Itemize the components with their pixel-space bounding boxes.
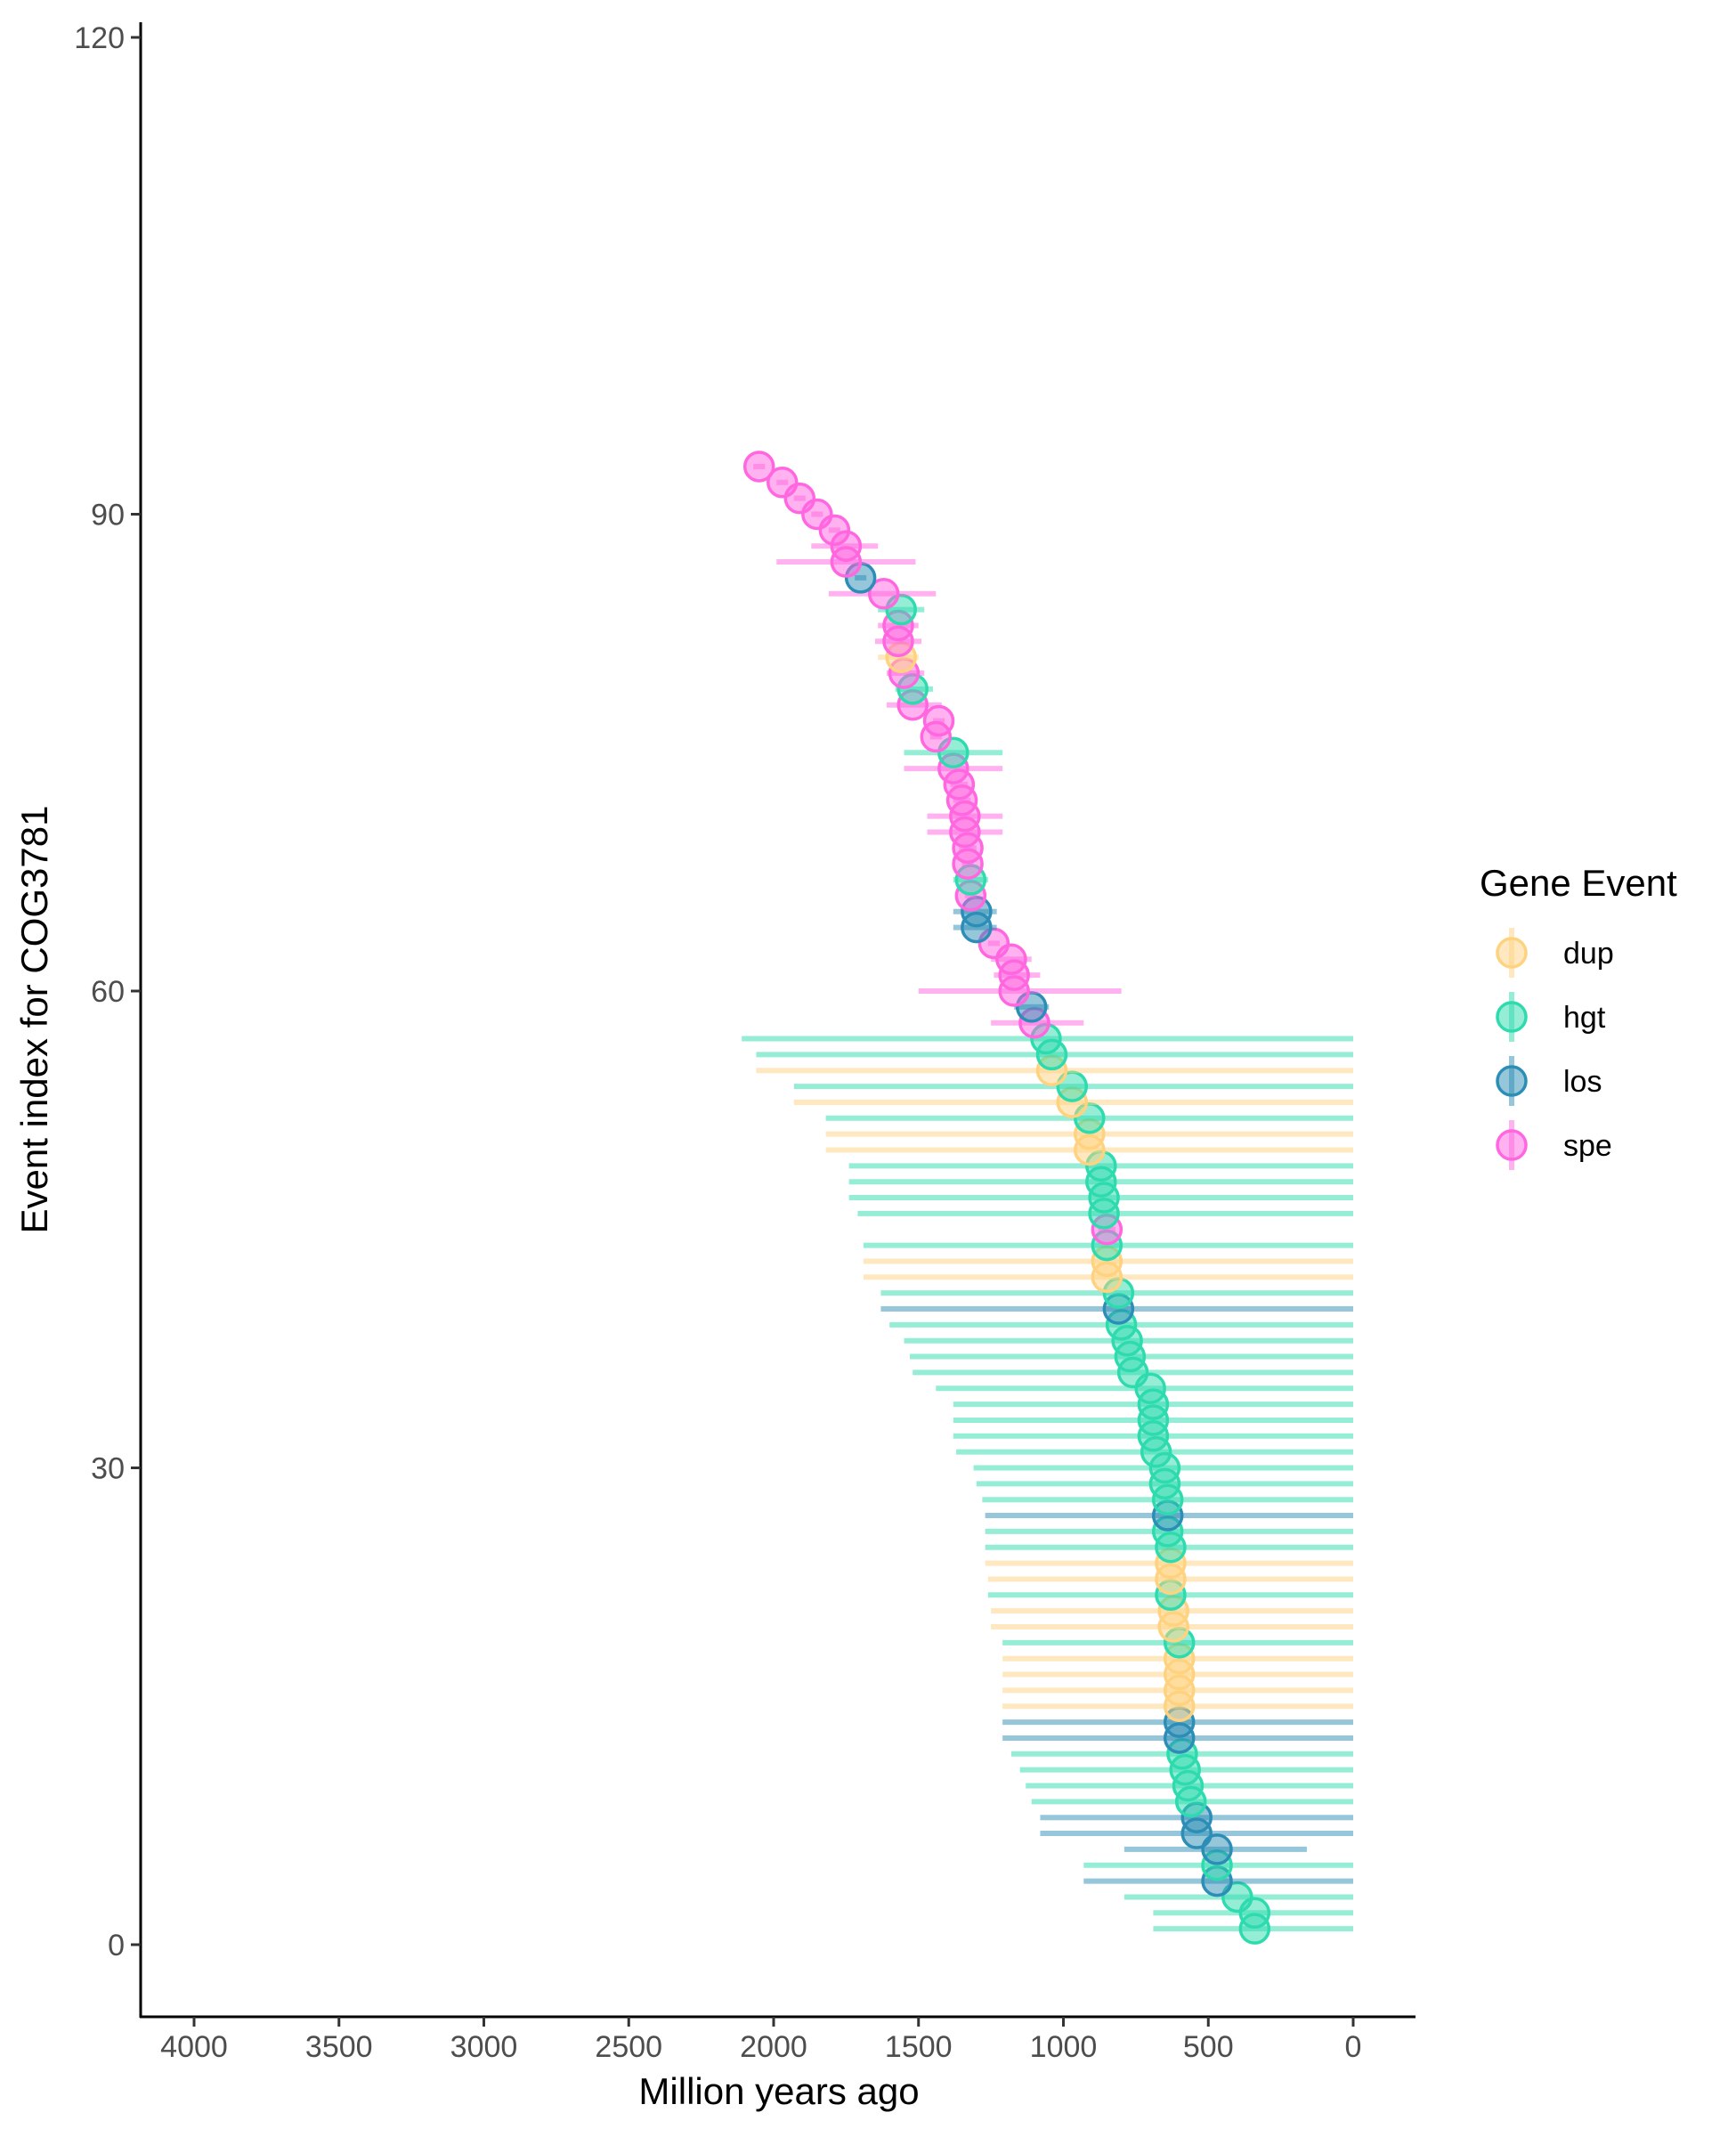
point-spe [922, 704, 955, 737]
x-tick-label: 0 [1345, 2030, 1362, 2064]
legend-title: Gene Event [1480, 862, 1677, 904]
x-axis: 4000 3500 3000 2500 2000 1500 1000 500 0 [160, 2017, 1361, 2064]
x-tick-label: 1500 [885, 2030, 953, 2064]
series-layer [742, 451, 1353, 1945]
point-spe [867, 578, 900, 610]
y-tick-label: 0 [108, 1929, 125, 1962]
x-tick-label: 500 [1183, 2030, 1234, 2064]
legend-label-los: los [1563, 1065, 1602, 1099]
point-spe [767, 467, 799, 499]
legend-label-dup: dup [1563, 937, 1614, 971]
y-tick-label: 60 [91, 975, 125, 1009]
y-axis: 0 30 60 90 120 [74, 21, 141, 1962]
x-tick-label: 1000 [1030, 2030, 1098, 2064]
legend-key-hgt [1496, 1001, 1528, 1033]
y-tick-label: 120 [74, 21, 125, 55]
y-axis-title: Event index for COG3781 [13, 806, 55, 1234]
legend-key-dup [1496, 937, 1528, 969]
x-tick-label: 2000 [740, 2030, 807, 2064]
y-tick-label: 90 [91, 499, 125, 532]
legend-key-los [1496, 1065, 1528, 1097]
x-tick-label: 3500 [305, 2030, 373, 2064]
x-tick-label: 3000 [450, 2030, 518, 2064]
x-tick-label: 4000 [160, 2030, 228, 2064]
legend-label-spe: spe [1563, 1129, 1612, 1163]
legend: Gene Event dup hgt los spe [1480, 862, 1677, 1170]
x-axis-title: Million years ago [638, 2070, 919, 2112]
y-tick-label: 30 [91, 1452, 125, 1486]
legend-label-hgt: hgt [1563, 1001, 1606, 1035]
point-spe [742, 451, 775, 483]
x-tick-label: 2500 [595, 2030, 662, 2064]
legend-key-spe [1496, 1129, 1528, 1161]
